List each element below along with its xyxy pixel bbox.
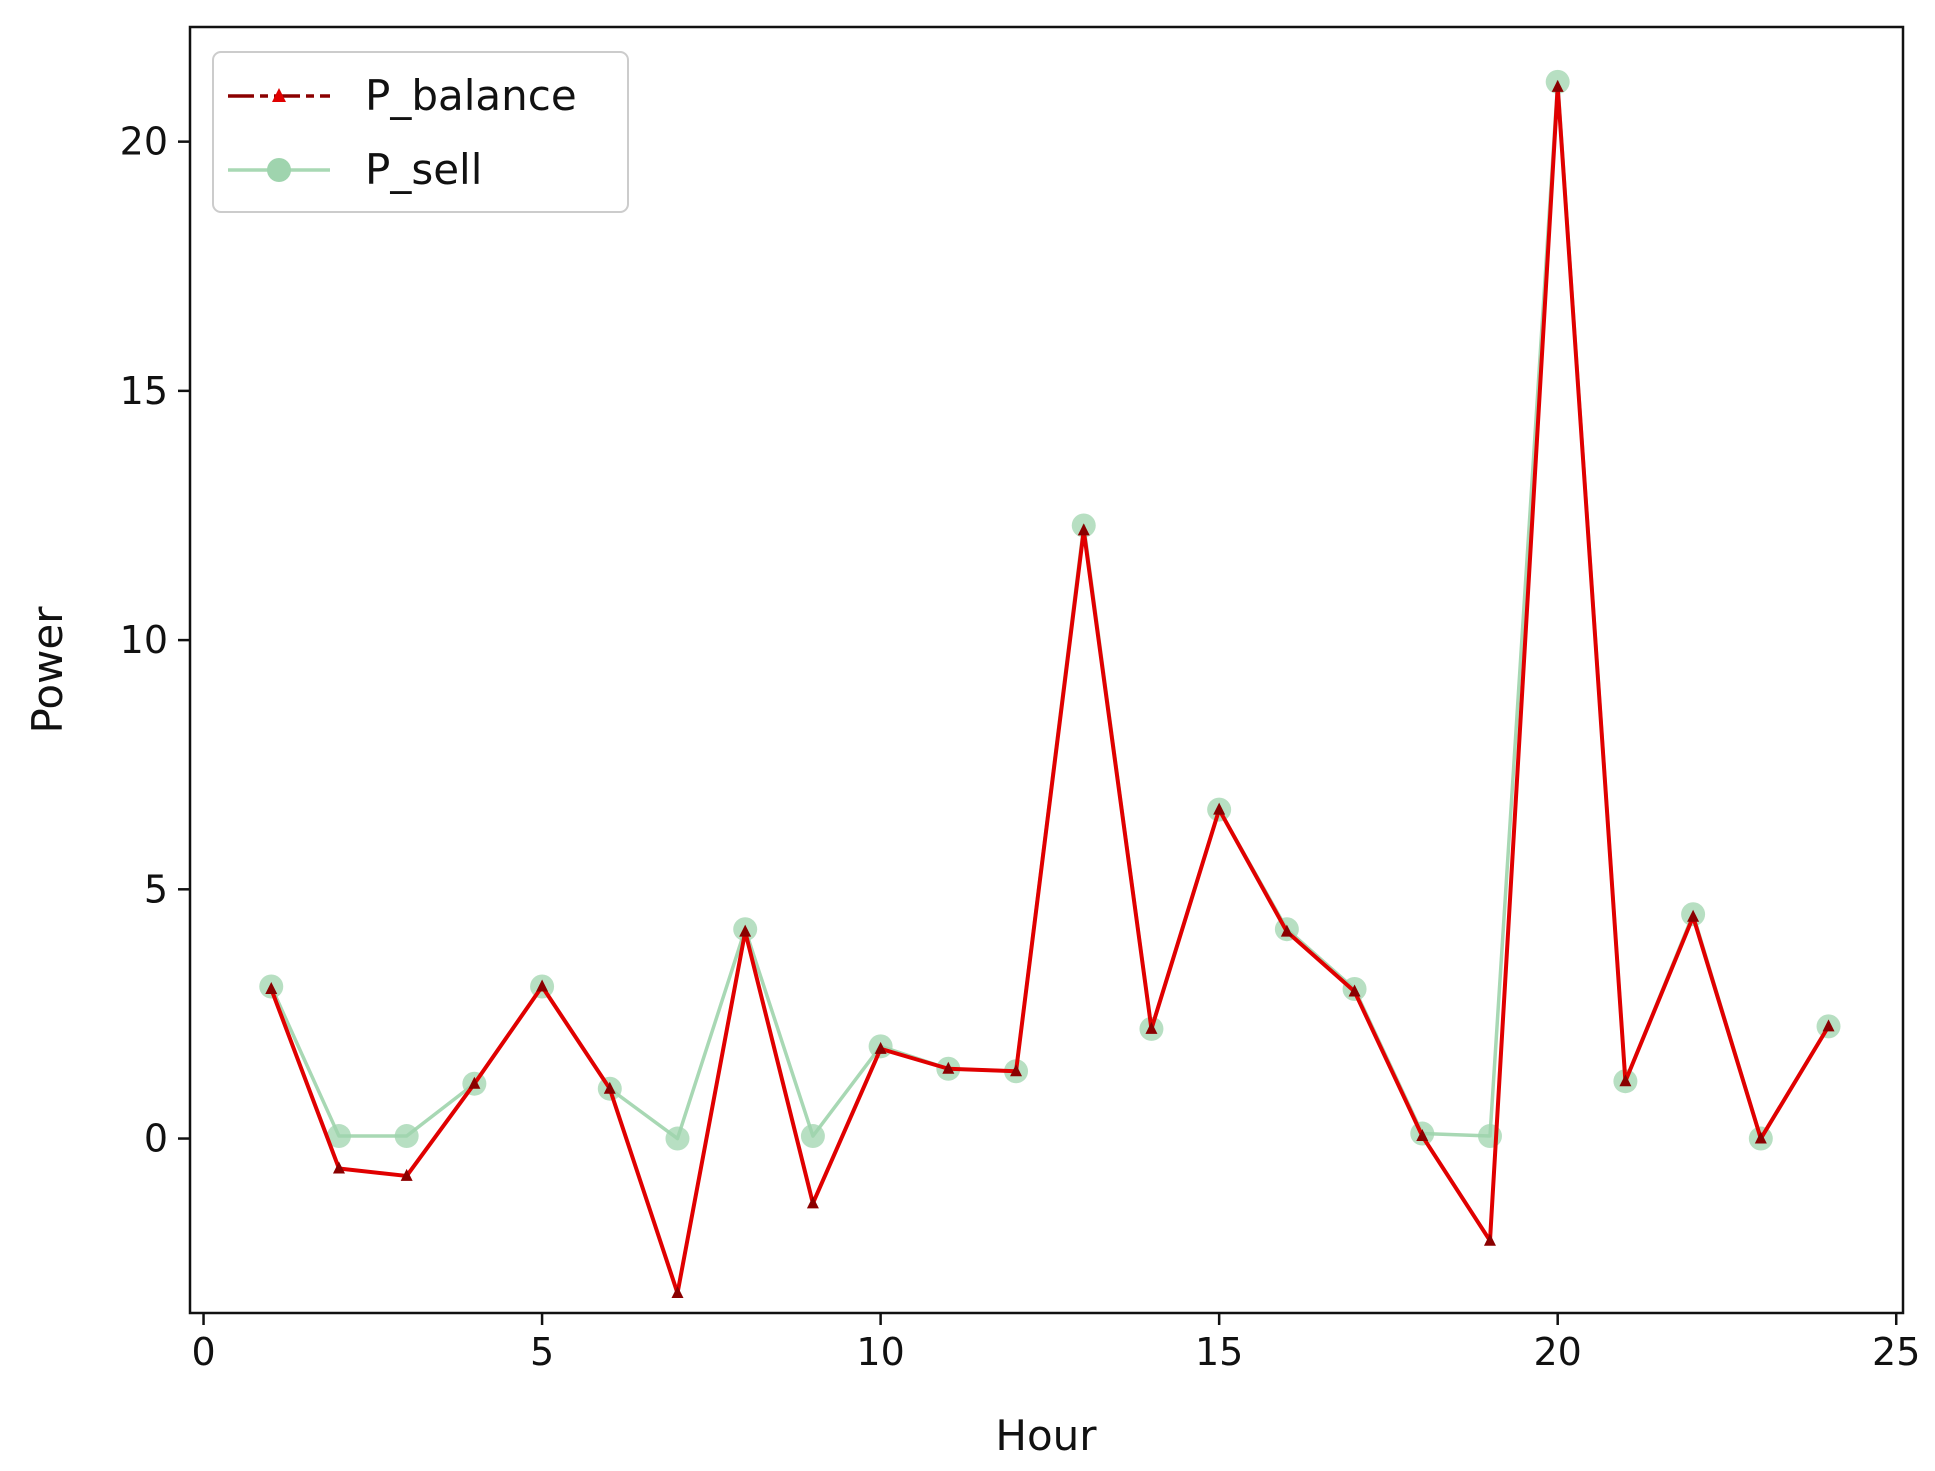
y-axis-ticks: 0 5 10 15 20 (120, 120, 190, 1161)
p-balance-point (1483, 1233, 1496, 1246)
x-tick-label: 25 (1872, 1330, 1920, 1374)
p-balance-point (1213, 802, 1226, 815)
legend: P_balance P_sell (212, 51, 629, 213)
p-balance-point (468, 1076, 481, 1089)
p-sell-point (665, 1126, 690, 1151)
y-tick-label: 5 (144, 867, 168, 911)
y-tick-label: 0 (144, 1117, 168, 1161)
x-axis-label: Hour (995, 1411, 1097, 1460)
p-sell-point (800, 1124, 825, 1149)
p-balance-point (1754, 1131, 1767, 1144)
p-balance-point (400, 1168, 413, 1181)
p-balance-point (1348, 984, 1361, 997)
p-sell-point (394, 1124, 419, 1149)
p-balance-line (269, 84, 1831, 1296)
p-balance-point (536, 979, 549, 992)
p-balance-point (1822, 1019, 1835, 1032)
p-balance-point (942, 1061, 955, 1074)
x-tick-label: 5 (530, 1330, 554, 1374)
p-balance-point (1010, 1064, 1023, 1077)
x-tick-label: 10 (856, 1330, 904, 1374)
p-balance-point (874, 1041, 887, 1054)
p-balance-point (1619, 1074, 1632, 1087)
y-axis-label: Power (23, 606, 72, 734)
p-balance-point (332, 1161, 345, 1174)
p-balance-point (1551, 79, 1564, 92)
p-balance-point (739, 924, 752, 937)
plot-area-frame (188, 25, 1905, 1315)
p-balance-point (603, 1081, 616, 1094)
p-sell-point (326, 1124, 351, 1149)
x-tick-label: 20 (1534, 1330, 1582, 1374)
legend-p-balance-marker (272, 88, 286, 102)
p-balance-series (265, 79, 1835, 1299)
x-tick-label: 15 (1195, 1330, 1243, 1374)
y-tick-label: 20 (120, 120, 168, 164)
y-tick-label: 15 (120, 369, 168, 413)
legend-box (212, 51, 629, 213)
p-balance-point (265, 982, 278, 995)
p-balance-point (806, 1196, 819, 1209)
y-tick-label: 10 (120, 618, 168, 662)
p-balance-point (1416, 1129, 1429, 1142)
legend-label-p-balance: P_balance (365, 71, 577, 120)
x-axis-ticks: 0 5 10 15 20 25 (191, 1313, 1920, 1374)
p-balance-point (1687, 909, 1700, 922)
p-balance-point (1077, 523, 1090, 536)
p-balance-point (1280, 924, 1293, 937)
p-balance-point (1145, 1021, 1158, 1034)
x-tick-label: 0 (191, 1330, 215, 1374)
legend-p-sell-marker (267, 158, 291, 182)
legend-label-p-sell: P_sell (365, 145, 482, 194)
p-balance-point (671, 1286, 684, 1299)
